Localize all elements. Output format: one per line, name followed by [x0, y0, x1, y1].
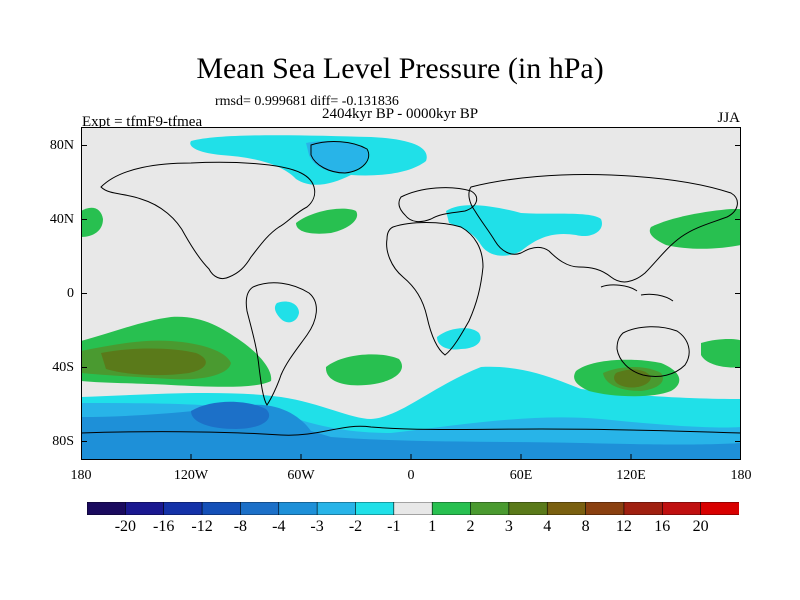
colorbar-swatch: [355, 502, 395, 515]
colorbar-label: 1: [428, 518, 437, 535]
experiment-label: Expt = tfmF9-tfmea: [82, 114, 203, 130]
colorbar-label: 12: [615, 518, 632, 535]
colorbar-swatch: [546, 502, 587, 515]
colorbar-swatch: [393, 502, 433, 515]
colorbar-label: -4: [272, 518, 286, 535]
colorbar-label: -16: [153, 518, 175, 535]
coast-antarctica: [81, 425, 741, 436]
colorbar-label: -3: [310, 518, 324, 535]
colorbar-label: 8: [581, 518, 590, 535]
asia-neg1: [446, 205, 602, 256]
coast-australia: [616, 326, 690, 378]
colorbar-label: 20: [692, 518, 709, 535]
colorbar-label: -8: [233, 518, 248, 535]
stats-line: rmsd= 0.999681 diff= -0.131836: [215, 94, 399, 109]
colorbar-label: -20: [114, 518, 137, 535]
coastlines: [81, 141, 741, 436]
colorbar: [87, 502, 739, 515]
colorbar-swatch: [87, 502, 126, 515]
colorbar-swatch: [585, 502, 625, 515]
east-pacific-pos1: [701, 339, 741, 368]
colorbar-label: -12: [191, 518, 213, 535]
y-label-80s: 80S: [52, 434, 74, 449]
colorbar-label: -2: [348, 518, 363, 535]
colorbar-swatch: [278, 502, 318, 515]
y-label-0: 0: [67, 286, 74, 301]
pressure-anomaly-map: [81, 127, 741, 460]
y-label-40n: 40N: [49, 212, 74, 227]
colorbar-swatch: [470, 502, 510, 515]
colorbar-swatch: [508, 502, 548, 515]
x-label-120e: 120E: [616, 468, 646, 483]
colorbar-swatch: [700, 502, 739, 515]
colorbar-swatch: [661, 502, 702, 515]
x-label-180w: 180: [70, 468, 92, 483]
y-label-40s: 40S: [52, 360, 74, 375]
south-atlantic-pos1: [325, 354, 403, 386]
colorbar-label: -1: [387, 518, 401, 535]
indian-ocean-pos3: [614, 369, 651, 388]
colorbar-label: 4: [543, 518, 552, 535]
coast-greenland: [310, 141, 370, 174]
map-ticks: [81, 145, 741, 460]
x-label-60e: 60E: [509, 468, 533, 483]
period-line: 2404kyr BP - 0000kyr BP: [322, 106, 479, 122]
colorbar-swatch: [125, 502, 165, 515]
coast-europe: [398, 187, 478, 223]
colorbar-swatch: [431, 502, 472, 515]
coast-indonesia: [600, 284, 674, 302]
x-label-180e: 180: [730, 468, 752, 483]
colorbar-swatch: [201, 502, 242, 515]
season-label: JJA: [717, 110, 740, 126]
coast-asia: [468, 174, 738, 283]
colorbar-swatch: [240, 502, 280, 515]
map-title: Mean Sea Level Pressure (in hPa): [196, 52, 604, 85]
coast-south-america: [245, 282, 317, 406]
x-label-120w: 120W: [173, 468, 209, 483]
colorbar-label: 16: [654, 518, 671, 535]
colorbar-label: 3: [504, 518, 513, 535]
coast-north-america: [100, 161, 316, 280]
arctic-neg1: [190, 135, 427, 185]
colorbar-swatch: [316, 502, 357, 515]
coast-africa: [386, 222, 484, 356]
south-pacific-neg4: [191, 401, 270, 429]
north-pacific-west-pos1: [81, 207, 103, 237]
colorbar-swatch: [623, 502, 663, 515]
tropical-pacific-neg1: [274, 301, 299, 323]
x-label-60w: 60W: [287, 468, 315, 483]
colorbar-label: 2: [466, 518, 475, 535]
colorbar-swatch: [163, 502, 203, 515]
x-label-0: 0: [407, 468, 415, 483]
north-atlantic-pos1: [296, 208, 358, 234]
south-pacific-pos3: [101, 348, 206, 376]
greenland-neg2: [306, 141, 369, 173]
y-label-80n: 80N: [49, 138, 74, 153]
